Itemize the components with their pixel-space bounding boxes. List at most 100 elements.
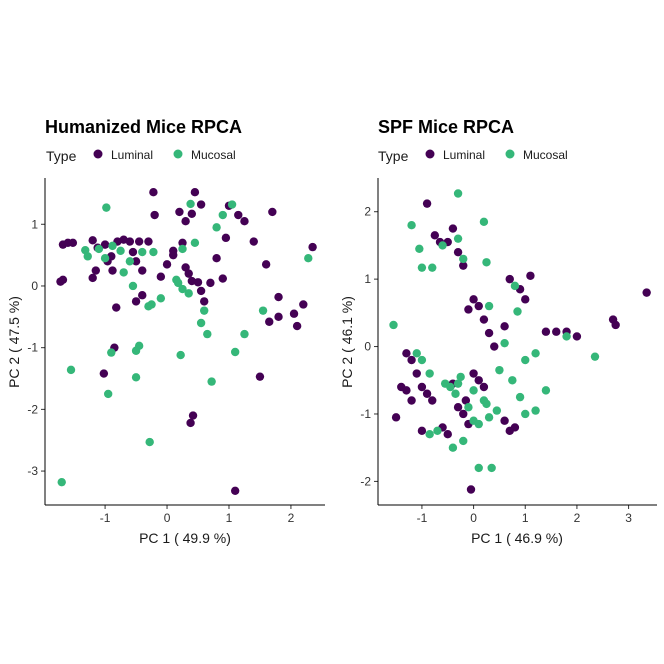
luminal-point bbox=[230, 486, 240, 496]
luminal-point bbox=[178, 238, 187, 247]
mucosal-point bbox=[184, 289, 193, 298]
luminal-point bbox=[453, 247, 463, 257]
mucosal-point bbox=[469, 386, 478, 395]
mucosal-point bbox=[212, 223, 221, 232]
y-axis-label: PC 2 ( 46.1 %) bbox=[339, 296, 355, 388]
luminal-point bbox=[474, 376, 483, 385]
luminal-point bbox=[552, 327, 561, 336]
mucosal-point bbox=[196, 318, 206, 328]
luminal-point bbox=[234, 210, 243, 220]
mucosal-point bbox=[492, 406, 502, 415]
luminal-point bbox=[138, 266, 147, 275]
luminal-point bbox=[68, 238, 78, 247]
luminal-point bbox=[505, 274, 514, 284]
luminal-point bbox=[417, 382, 427, 392]
luminal-point bbox=[150, 210, 159, 220]
luminal-point bbox=[402, 349, 411, 358]
luminal-point bbox=[88, 273, 97, 283]
x-axis-label: PC 1 ( 49.9 %) bbox=[139, 530, 231, 546]
luminal-point bbox=[56, 277, 65, 286]
luminal-point bbox=[469, 369, 478, 378]
y-tick-label: -1 bbox=[27, 341, 38, 355]
legend-luminal-label: Luminal bbox=[111, 148, 153, 162]
luminal-point bbox=[184, 269, 193, 278]
luminal-point bbox=[391, 413, 401, 422]
mucosal-point bbox=[173, 278, 183, 288]
luminal-point bbox=[261, 260, 271, 269]
mucosal-point bbox=[482, 399, 491, 409]
luminal-point bbox=[642, 288, 651, 297]
mucosal-point bbox=[145, 437, 154, 447]
luminal-point bbox=[99, 369, 109, 378]
luminal-point bbox=[526, 271, 535, 280]
luminal-point bbox=[521, 295, 530, 304]
luminal-point bbox=[100, 240, 110, 249]
y-tick-label: 1 bbox=[364, 272, 371, 286]
legend-luminal-label: Luminal bbox=[443, 148, 485, 162]
y-tick-label: 0 bbox=[364, 340, 371, 354]
luminal-point bbox=[469, 295, 478, 304]
luminal-point bbox=[156, 272, 166, 281]
mucosal-point bbox=[451, 389, 460, 398]
luminal-point bbox=[112, 303, 121, 312]
luminal-point bbox=[479, 382, 489, 392]
luminal-point bbox=[186, 418, 195, 428]
mucosal-point bbox=[186, 199, 195, 209]
mucosal-point bbox=[417, 355, 427, 365]
mucosal-point bbox=[562, 332, 571, 341]
legend-mucosal-swatch bbox=[505, 149, 515, 159]
mucosal-point bbox=[258, 306, 268, 315]
luminal-point bbox=[188, 411, 198, 420]
mucosal-point bbox=[487, 463, 496, 473]
legend-luminal-swatch bbox=[93, 149, 103, 159]
y-tick-label: -3 bbox=[27, 464, 38, 478]
mucosal-point bbox=[484, 301, 494, 311]
x-tick-label: 1 bbox=[522, 511, 529, 525]
mucosal-point bbox=[412, 349, 421, 358]
mucosal-point bbox=[200, 306, 209, 315]
luminal-point bbox=[407, 355, 416, 365]
y-tick-label: -1 bbox=[360, 407, 371, 421]
points-group bbox=[56, 187, 317, 496]
legend-mucosal-swatch bbox=[173, 149, 183, 159]
y-tick-label: -2 bbox=[360, 474, 371, 488]
mucosal-point bbox=[116, 246, 125, 256]
legend-title: Type bbox=[378, 148, 409, 164]
x-tick-label: -1 bbox=[100, 511, 111, 525]
luminal-point bbox=[125, 237, 135, 246]
x-axis-label: PC 1 ( 46.9 %) bbox=[471, 530, 563, 546]
mucosal-point bbox=[521, 355, 530, 365]
luminal-point bbox=[292, 321, 302, 331]
luminal-point bbox=[91, 266, 100, 275]
panel-title: Humanized Mice RPCA bbox=[45, 117, 242, 137]
luminal-point bbox=[448, 224, 458, 233]
luminal-point bbox=[221, 233, 231, 243]
luminal-point bbox=[572, 332, 582, 341]
luminal-point bbox=[218, 274, 227, 283]
mucosal-point bbox=[240, 329, 249, 339]
panel-spf: SPF Mice RPCA Type Luminal Mucosal -1 0 1 2… bbox=[339, 117, 657, 546]
luminal-point bbox=[422, 199, 432, 208]
luminal-point bbox=[187, 209, 197, 218]
luminal-point bbox=[299, 300, 308, 309]
luminal-point bbox=[138, 291, 147, 300]
y-tick-label: 1 bbox=[31, 217, 38, 231]
legend-mucosal-label: Mucosal bbox=[191, 148, 236, 162]
luminal-point bbox=[175, 207, 184, 217]
luminal-point bbox=[268, 207, 277, 217]
luminal-point bbox=[505, 426, 514, 436]
legend-title: Type bbox=[46, 148, 77, 164]
luminal-point bbox=[131, 297, 141, 306]
x-tick-label: 0 bbox=[164, 511, 171, 525]
mucosal-point bbox=[178, 244, 187, 254]
mucosal-point bbox=[453, 379, 463, 388]
mucosal-point bbox=[531, 406, 540, 415]
x-tick-label: 2 bbox=[288, 511, 295, 525]
mucosal-point bbox=[102, 203, 111, 212]
luminal-point bbox=[134, 237, 144, 246]
mucosal-point bbox=[453, 234, 463, 243]
mucosal-point bbox=[428, 263, 437, 272]
mucosal-point bbox=[178, 284, 187, 294]
luminal-point bbox=[474, 301, 483, 311]
